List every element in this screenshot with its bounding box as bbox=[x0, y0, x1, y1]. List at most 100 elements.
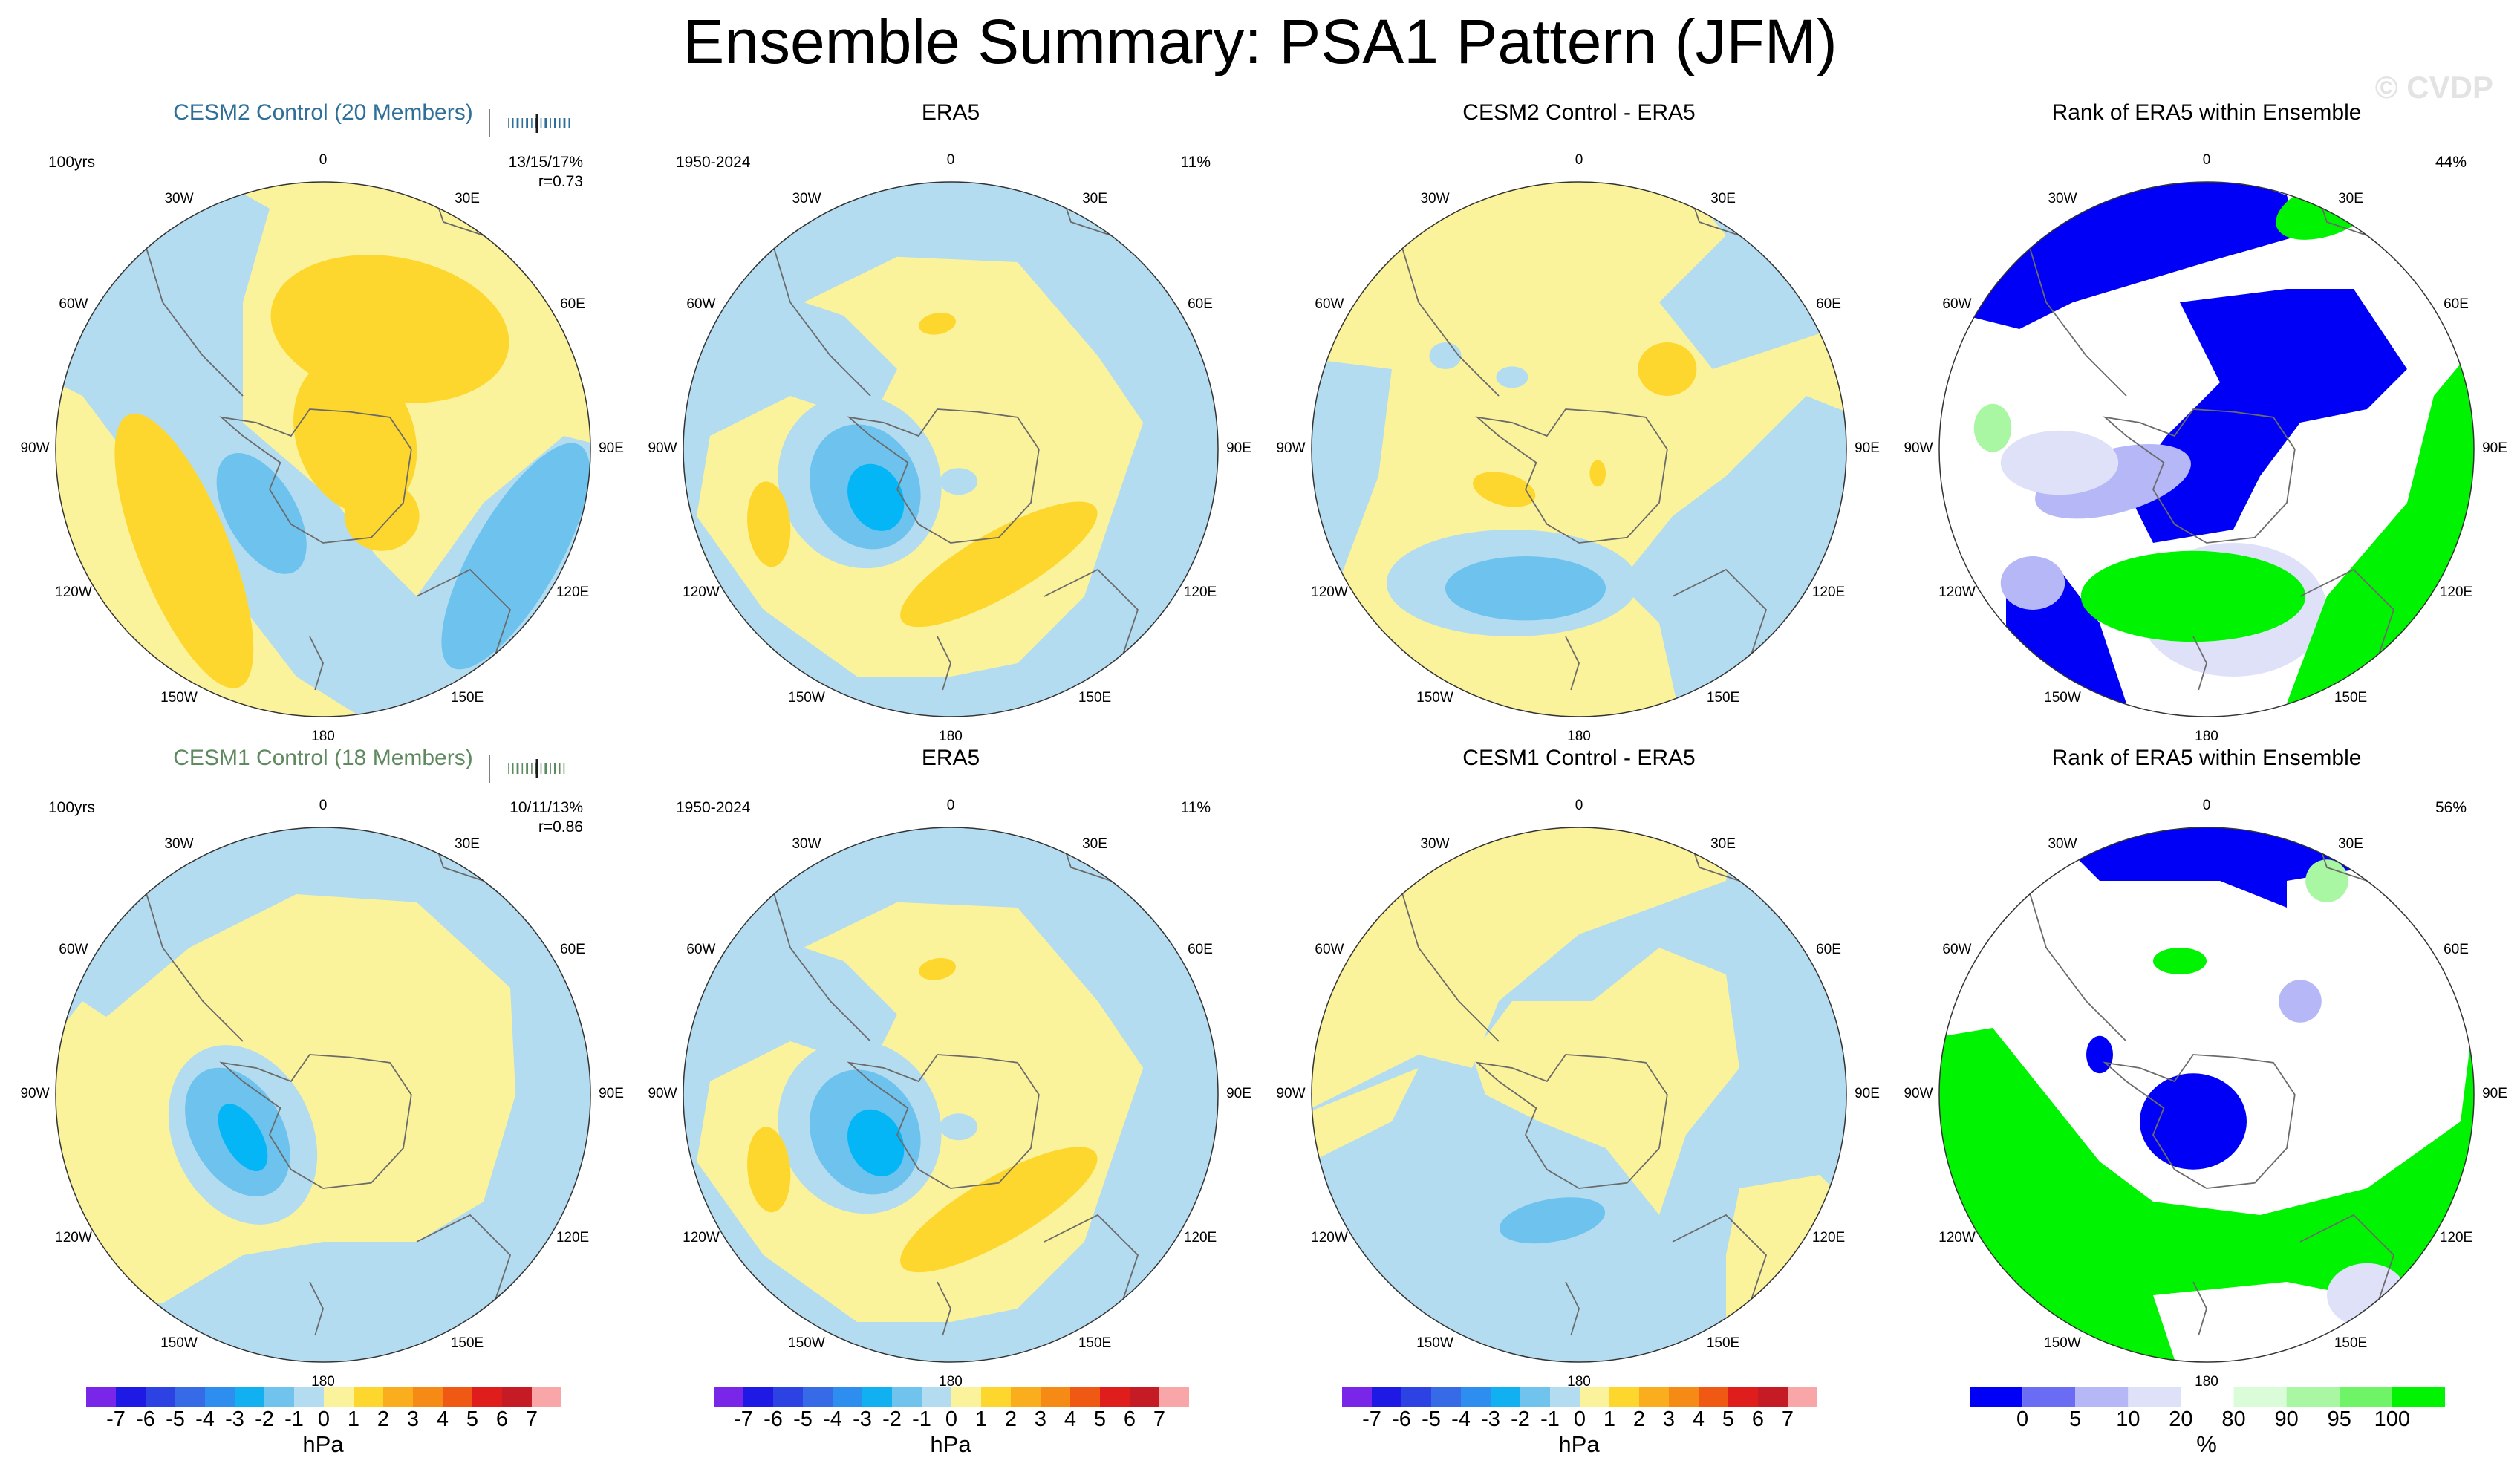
positive-anomaly-region bbox=[1472, 948, 1739, 1215]
longitude-label: 30W bbox=[792, 190, 821, 206]
rank-mid-region bbox=[2000, 556, 2065, 610]
longitude-label: 60E bbox=[1188, 296, 1213, 312]
longitude-label: 120E bbox=[1811, 1230, 1846, 1245]
longitude-label: 60E bbox=[560, 942, 585, 957]
colorbar-tick-label: 4 bbox=[436, 1407, 449, 1431]
colorbar-swatch bbox=[205, 1387, 235, 1407]
positive-anomaly-region bbox=[56, 1001, 123, 1121]
map-border bbox=[55, 181, 591, 717]
longitude-label: 0 bbox=[946, 798, 955, 813]
colorbar-tick-label: -3 bbox=[853, 1407, 872, 1431]
longitude-label: 60W bbox=[1315, 942, 1344, 957]
colorbar-tick-label: 3 bbox=[1662, 1407, 1676, 1431]
panel-title: Rank of ERA5 within Ensemble bbox=[2051, 100, 2362, 125]
colorbar-tick-label: -2 bbox=[255, 1407, 274, 1431]
colorbar-tick-label: -4 bbox=[823, 1407, 842, 1431]
longitude-label: 120E bbox=[1183, 1230, 1217, 1245]
longitude-label: 180 bbox=[2195, 729, 2218, 744]
colorbar-swatch bbox=[1788, 1387, 1817, 1407]
colorbar-swatch bbox=[235, 1387, 264, 1407]
longitude-label: 30W bbox=[164, 836, 194, 852]
colorbar-swatch bbox=[443, 1387, 472, 1407]
longitude-label: 150E bbox=[450, 1335, 484, 1352]
positive-anomaly-region bbox=[1312, 1068, 1419, 1175]
colorbar-swatch bbox=[116, 1387, 146, 1407]
colorbar-swatch bbox=[1520, 1387, 1550, 1407]
colorbar-swatch bbox=[892, 1387, 922, 1407]
longitude-label: 150E bbox=[1706, 1335, 1740, 1352]
negative-anomaly-center bbox=[441, 443, 590, 670]
colorbar-swatch bbox=[383, 1387, 413, 1407]
colorbar-tick-label: 0 bbox=[945, 1407, 958, 1431]
map-border bbox=[1938, 827, 2475, 1363]
colorbar-tick-label: 5 bbox=[466, 1407, 479, 1431]
longitude-label: 150E bbox=[2334, 690, 2368, 706]
colorbar-tick-label: -2 bbox=[882, 1407, 902, 1431]
member-spread-ticks bbox=[489, 755, 565, 783]
panel-title: CESM1 Control (18 Members) bbox=[173, 746, 473, 770]
longitude-label: 90E bbox=[599, 1086, 624, 1101]
negative-anomaly-center bbox=[1445, 556, 1606, 621]
colorbar-swatch bbox=[264, 1387, 294, 1407]
rank-mid-region bbox=[2327, 1263, 2407, 1328]
positive-anomaly-center bbox=[1589, 460, 1606, 487]
colorbar-swatch bbox=[1011, 1387, 1041, 1407]
longitude-label: 150E bbox=[1706, 690, 1740, 706]
longitude-label: 120E bbox=[2439, 584, 2473, 600]
colorbar-unit-label: % bbox=[2196, 1431, 2217, 1457]
colorbar-swatch bbox=[1372, 1387, 1401, 1407]
colorbar-tick-label: 100 bbox=[2374, 1407, 2411, 1431]
map-field bbox=[683, 827, 1218, 1362]
negative-anomaly-region bbox=[1429, 342, 1462, 369]
colorbar-tick-label: 7 bbox=[525, 1407, 538, 1431]
panel-title: CESM2 Control (20 Members) bbox=[173, 100, 473, 125]
longitude-label: 0 bbox=[319, 152, 328, 168]
colorbar-unit-label: hPa bbox=[302, 1431, 344, 1457]
map-field bbox=[1312, 182, 1846, 717]
colorbar-swatch bbox=[2233, 1387, 2287, 1407]
rank-high-region bbox=[2305, 859, 2348, 902]
positive-anomaly-center bbox=[1473, 472, 1536, 507]
positive-anomaly-center bbox=[900, 1147, 1098, 1273]
colorbar-tick-label: 2 bbox=[1004, 1407, 1018, 1431]
colorbar-swatch bbox=[1130, 1387, 1159, 1407]
colorbar-unit-label: hPa bbox=[1558, 1431, 1600, 1457]
longitude-label: 30E bbox=[1082, 190, 1107, 206]
longitude-label: 60E bbox=[1816, 942, 1841, 957]
positive-anomaly-center bbox=[747, 1127, 791, 1213]
map-border bbox=[1938, 181, 2475, 717]
longitude-label: 30E bbox=[2338, 190, 2363, 206]
colorbar-tick-label: 80 bbox=[2221, 1407, 2246, 1431]
longitude-label: 30W bbox=[1420, 190, 1450, 206]
map-border bbox=[1311, 181, 1847, 717]
colorbar-swatch bbox=[2022, 1387, 2076, 1407]
colorbar-tick-label: 95 bbox=[2327, 1407, 2351, 1431]
period-label: 100yrs bbox=[48, 799, 96, 816]
colorbar-tick-label: 4 bbox=[1692, 1407, 1705, 1431]
colorbar-tick-label: 0 bbox=[317, 1407, 331, 1431]
negative-anomaly-center bbox=[1499, 1197, 1606, 1244]
colorbar-tick-label: -7 bbox=[106, 1407, 126, 1431]
colorbar-tick-label: -1 bbox=[912, 1407, 931, 1431]
positive-anomaly-center bbox=[747, 481, 791, 567]
longitude-label: 180 bbox=[939, 1374, 963, 1390]
longitude-label: 120W bbox=[55, 584, 92, 600]
longitude-label: 150W bbox=[1416, 690, 1453, 706]
rank-high-region bbox=[2153, 948, 2207, 974]
rank-high-region bbox=[2080, 550, 2306, 642]
pattern-variance-label: 11% bbox=[1180, 799, 1211, 816]
longitude-label: 180 bbox=[939, 729, 963, 744]
rank-low-region bbox=[2140, 1073, 2247, 1170]
colorbar-swatch bbox=[862, 1387, 892, 1407]
positive-anomaly-center bbox=[293, 357, 417, 515]
colorbar-swatch bbox=[324, 1387, 354, 1407]
colorbar-tick-label: -6 bbox=[136, 1407, 155, 1431]
colorbar-tick-label: -6 bbox=[764, 1407, 783, 1431]
longitude-label: 150E bbox=[1078, 690, 1112, 706]
longitude-label: 30W bbox=[2048, 836, 2077, 852]
colorbar-tick-label: 90 bbox=[2274, 1407, 2299, 1431]
colorbar-tick-label: -4 bbox=[195, 1407, 215, 1431]
colorbar-swatch bbox=[2181, 1387, 2234, 1407]
positive-anomaly-center bbox=[900, 501, 1098, 628]
longitude-label: 90E bbox=[599, 440, 624, 456]
